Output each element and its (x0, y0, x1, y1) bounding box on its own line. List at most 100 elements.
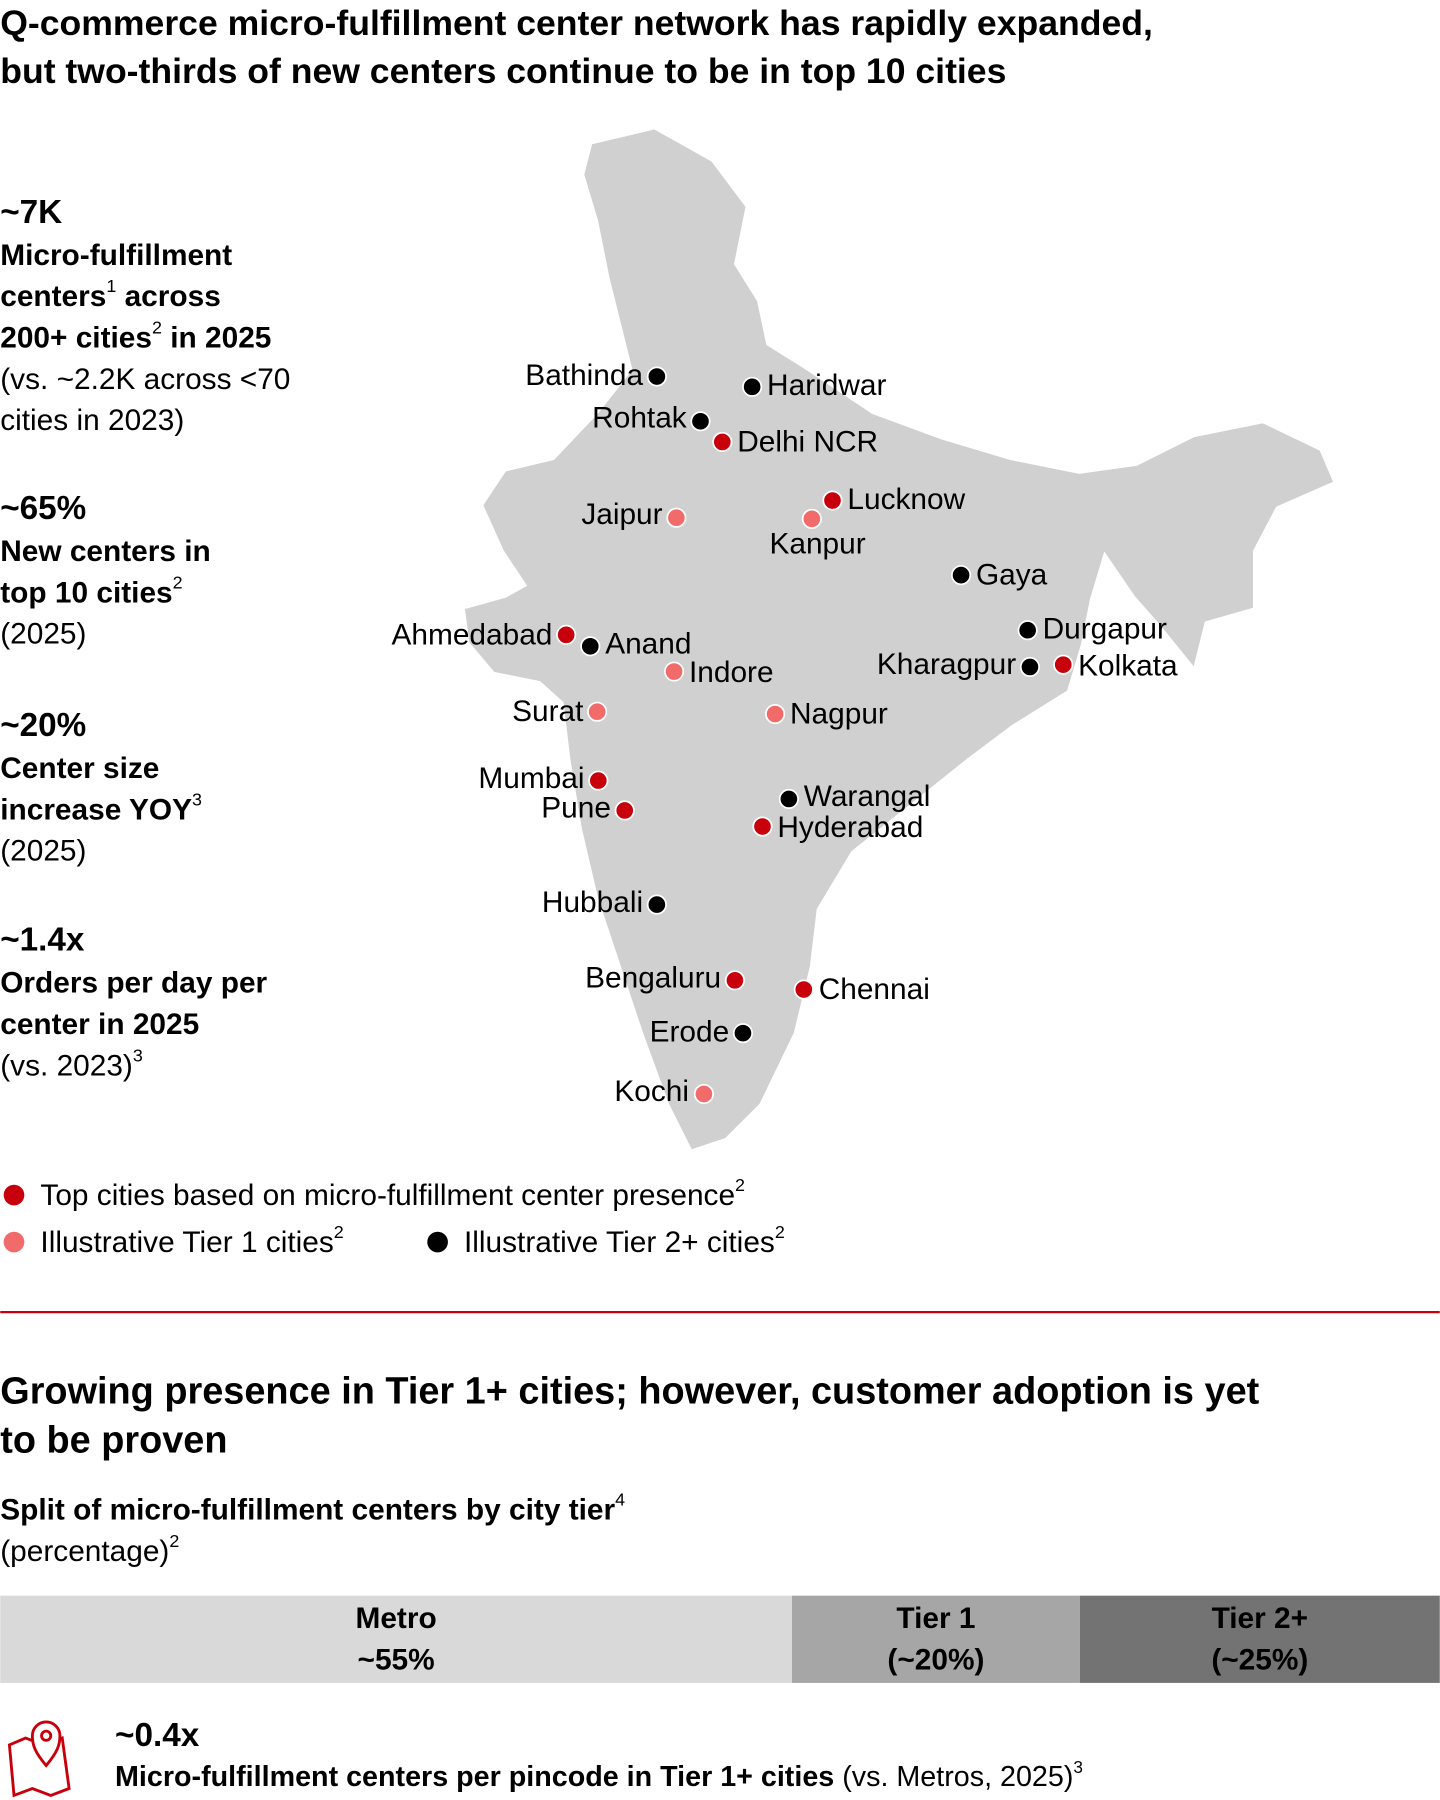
legend-dot (3, 1231, 25, 1253)
city-dot (1017, 620, 1038, 641)
bar-segment (791, 1595, 1080, 1683)
city-label: Durgapur (1043, 613, 1167, 646)
city-dot (793, 979, 814, 1000)
segment-value: (~20%) (887, 1643, 984, 1676)
superscript: 3 (133, 1045, 143, 1065)
superscript: 2 (169, 1531, 179, 1551)
stat-value: ~7K (0, 194, 62, 231)
city-label: Anand (605, 628, 691, 661)
city-label: Chennai (819, 973, 930, 1006)
city-dot (588, 770, 609, 791)
superscript: 1 (106, 276, 116, 296)
text-run: Orders per day per (0, 966, 267, 999)
city-dot (752, 816, 773, 837)
text-run: increase YOY (0, 793, 192, 826)
city-label: Surat (512, 695, 584, 728)
city-dot (822, 490, 843, 511)
text-run: (2025) (0, 834, 86, 867)
city-dot (690, 411, 711, 432)
stat-text: center in 2025 (0, 1007, 199, 1040)
bar-segment (1079, 1595, 1440, 1683)
text-run: (vs. ~2.2K across <70 (0, 362, 290, 395)
text-run: Illustrative Tier 2+ cities (464, 1226, 775, 1259)
city-dot (646, 366, 667, 387)
stat-text: centers1 across (0, 276, 221, 313)
section-title: Growing presence in Tier 1+ cities; howe… (0, 1370, 1259, 1412)
footer-icon (7, 1720, 71, 1798)
city-label: Kharagpur (877, 648, 1016, 681)
text-run: Split of micro-fulfillment centers by ci… (0, 1493, 615, 1526)
city-dot (742, 376, 763, 397)
city-label: Rohtak (592, 401, 687, 434)
text-run: center in 2025 (0, 1007, 199, 1040)
city-label: Ahmedabad (392, 618, 553, 651)
superscript: 2 (775, 1222, 785, 1242)
section-title: to be proven (0, 1420, 227, 1462)
city-dot (712, 431, 733, 453)
legend-label: Illustrative Tier 2+ cities2 (464, 1222, 785, 1259)
city-dot (765, 703, 786, 725)
city-label: Kochi (614, 1075, 689, 1108)
text-run: Top cities based on micro-fulfillment ce… (40, 1179, 735, 1212)
stat-text: 200+ cities2 in 2025 (0, 317, 271, 354)
stat-text: cities in 2023) (0, 404, 184, 437)
stat-text: New centers in (0, 535, 211, 568)
city-dot (646, 894, 667, 915)
chart-subtitle: (percentage)2 (0, 1531, 179, 1568)
city-label: Indore (689, 656, 774, 689)
stat-value: ~65% (0, 490, 86, 527)
city-label: Hyderabad (777, 811, 923, 844)
legend-label: Illustrative Tier 1 cities2 (40, 1222, 343, 1259)
legend-label: Top cities based on micro-fulfillment ce… (40, 1175, 745, 1212)
city-dot (724, 970, 745, 991)
superscript: 3 (1073, 1757, 1083, 1777)
footer-value: ~0.4x (115, 1717, 200, 1754)
city-label: Haridwar (767, 369, 886, 402)
stat-text: (2025) (0, 834, 86, 867)
segment-value: ~55% (358, 1643, 435, 1676)
text-run: Micro-fulfillment (0, 238, 232, 271)
city-dot (580, 636, 601, 657)
city-dot (666, 507, 687, 528)
text-run: (percentage) (0, 1534, 169, 1567)
superscript: 2 (173, 572, 183, 592)
text-run: top 10 cities (0, 576, 172, 609)
text-run: cities in 2023) (0, 404, 184, 437)
stat-value: ~1.4x (0, 922, 85, 959)
city-label: Kanpur (769, 528, 865, 561)
city-label: Bengaluru (585, 962, 721, 995)
segment-name: Tier 2+ (1212, 1602, 1308, 1635)
title: but two-thirds of new centers continue t… (0, 51, 1006, 91)
stat-text: increase YOY3 (0, 789, 202, 825)
superscript: 2 (152, 317, 162, 337)
city-label: Kolkata (1078, 649, 1178, 682)
city-label: Erode (650, 1016, 730, 1049)
superscript: 2 (334, 1222, 344, 1242)
city-label: Warangal (804, 780, 931, 813)
text-run: centers (0, 280, 106, 313)
legend-dot (427, 1231, 448, 1253)
city-dot (801, 508, 822, 529)
city-dot (614, 800, 635, 821)
stat-text: (vs. ~2.2K across <70 (0, 362, 290, 395)
text-run: New centers in (0, 535, 211, 568)
stat-text: (2025) (0, 617, 86, 650)
stat-text: Micro-fulfillment (0, 238, 232, 271)
city-label: Bathinda (525, 359, 643, 392)
stat-text: top 10 cities2 (0, 572, 182, 609)
city-dot (1053, 654, 1074, 675)
city-dot (693, 1083, 714, 1105)
india-map (463, 127, 1336, 1152)
text-run: across (116, 280, 220, 313)
superscript: 3 (192, 789, 202, 809)
city-label: Delhi NCR (737, 425, 878, 458)
title: Q-commerce micro-fulfillment center netw… (0, 3, 1153, 43)
text-run: (2025) (0, 617, 86, 650)
text-run: 200+ cities (0, 321, 152, 354)
city-label: Lucknow (847, 483, 965, 516)
city-dot (587, 701, 608, 722)
superscript: 2 (735, 1175, 745, 1195)
text-run: Micro-fulfillment centers per pincode in… (115, 1761, 834, 1793)
